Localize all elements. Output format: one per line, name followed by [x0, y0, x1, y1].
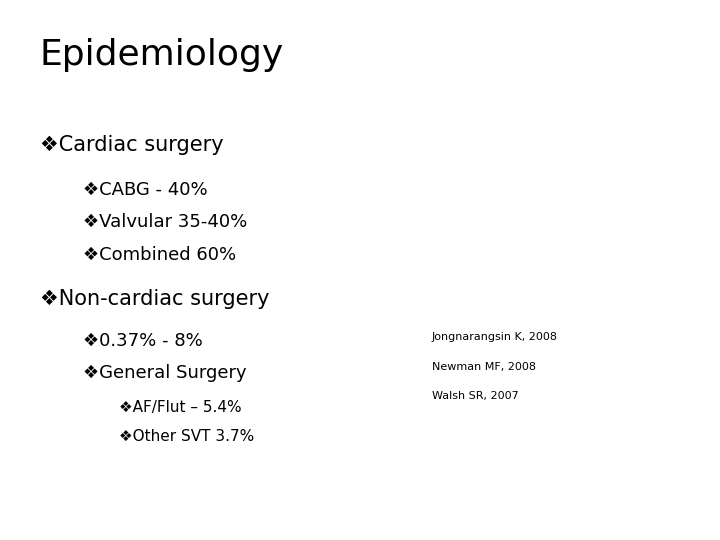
Text: ❖CABG - 40%: ❖CABG - 40% — [83, 181, 207, 199]
Text: Jongnarangsin K, 2008: Jongnarangsin K, 2008 — [432, 332, 558, 342]
Text: ❖General Surgery: ❖General Surgery — [83, 364, 246, 382]
Text: ❖Cardiac surgery: ❖Cardiac surgery — [40, 135, 223, 155]
Text: Epidemiology: Epidemiology — [40, 38, 284, 72]
Text: ❖AF/Flut – 5.4%: ❖AF/Flut – 5.4% — [119, 400, 241, 415]
Text: ❖Non-cardiac surgery: ❖Non-cardiac surgery — [40, 289, 269, 309]
Text: Walsh SR, 2007: Walsh SR, 2007 — [432, 392, 518, 402]
Text: ❖Combined 60%: ❖Combined 60% — [83, 246, 236, 264]
Text: ❖0.37% - 8%: ❖0.37% - 8% — [83, 332, 202, 350]
Text: ❖Valvular 35-40%: ❖Valvular 35-40% — [83, 213, 247, 231]
Text: Newman MF, 2008: Newman MF, 2008 — [432, 362, 536, 372]
Text: ❖Other SVT 3.7%: ❖Other SVT 3.7% — [119, 429, 254, 444]
